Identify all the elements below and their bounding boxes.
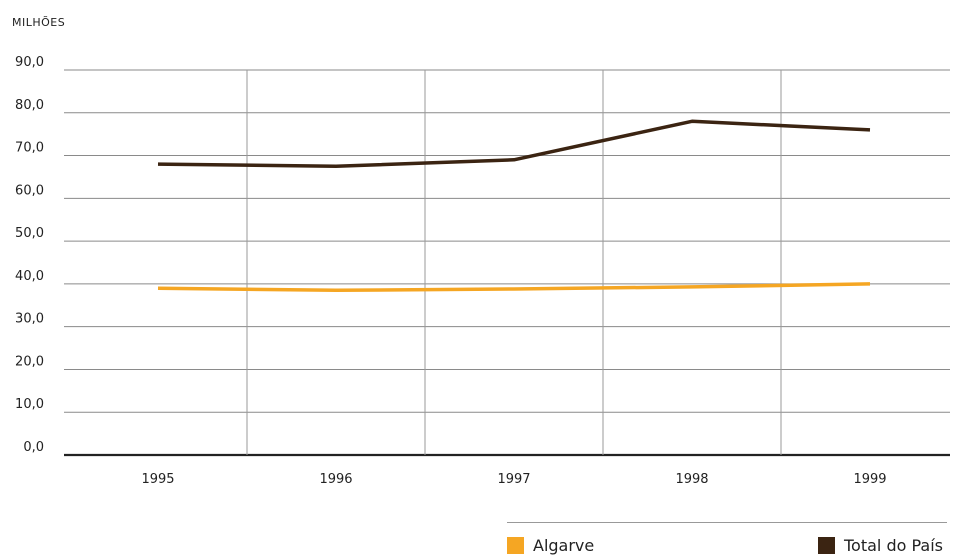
y-unit-label: MILHÕES — [12, 16, 65, 29]
legend-divider — [507, 522, 947, 523]
y-tick-label: 70,0 — [15, 141, 44, 156]
x-tick-label: 1995 — [141, 472, 174, 487]
y-tick-label: 40,0 — [15, 269, 44, 284]
y-tick-label: 30,0 — [15, 312, 44, 327]
legend-swatch-algarve — [507, 537, 524, 554]
y-tick-label: 20,0 — [15, 354, 44, 369]
x-tick-label: 1997 — [497, 472, 530, 487]
y-tick-label: 10,0 — [15, 397, 44, 412]
legend-item-total-do-pais: Total do País — [818, 536, 943, 555]
x-tick-label: 1999 — [853, 472, 886, 487]
x-tick-label: 1998 — [675, 472, 708, 487]
series-line-total-do-pais — [157, 119, 871, 169]
y-tick-label: 90,0 — [15, 55, 44, 70]
x-tick-label: 1996 — [319, 472, 352, 487]
y-tick-label: 0,0 — [23, 440, 44, 455]
y-tick-label: 60,0 — [15, 183, 44, 198]
legend-item-algarve: Algarve — [507, 536, 594, 555]
legend-swatch-total-do-pais — [818, 537, 835, 554]
y-tick-label: 50,0 — [15, 226, 44, 241]
y-tick-label: 80,0 — [15, 98, 44, 113]
legend-label-total-do-pais: Total do País — [844, 536, 943, 555]
x-axis-ticks: 1995 1996 1997 1998 1999 — [141, 472, 886, 487]
series-line-algarve — [157, 282, 871, 293]
legend-label-algarve: Algarve — [533, 536, 595, 555]
series-lines — [157, 119, 871, 293]
y-axis-ticks: 0,0 10,0 20,0 30,0 40,0 50,0 60,0 70,0 80,0 90,0 — [15, 55, 44, 455]
grid — [64, 69, 950, 457]
